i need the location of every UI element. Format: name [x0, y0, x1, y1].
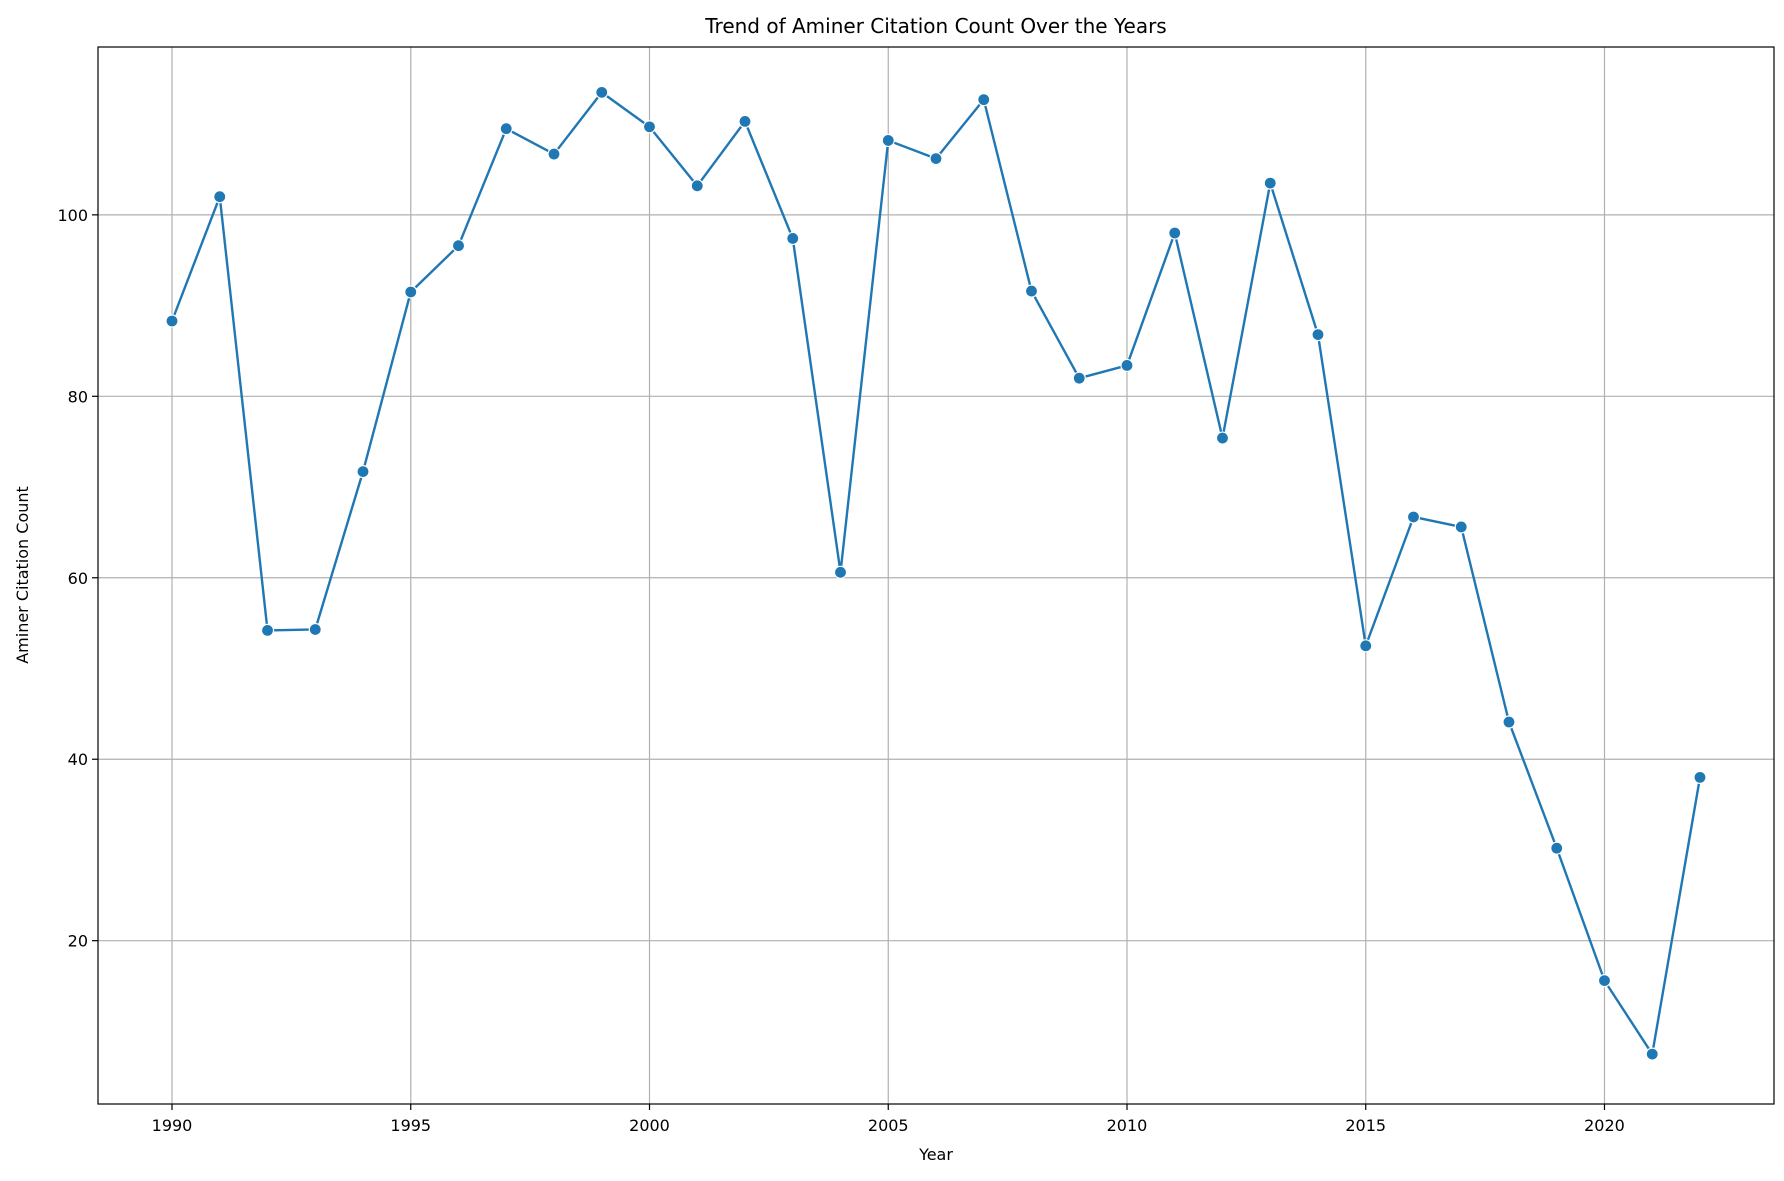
- data-points: [165, 85, 1707, 1061]
- x-tick-label: 1995: [390, 1116, 431, 1135]
- data-point: [260, 623, 275, 637]
- data-point: [595, 85, 609, 99]
- data-point: [308, 622, 322, 637]
- data-point: [1215, 431, 1230, 445]
- data-point: [881, 133, 895, 148]
- data-point: [1168, 226, 1182, 240]
- y-tick-label: 40: [68, 750, 88, 769]
- y-axis-ticks: 20 40 60 80 100: [57, 206, 98, 951]
- x-tick-label: 2020: [1584, 1116, 1625, 1135]
- x-axis-ticks: 1990 1995 2000 2005 2010 2015 2020: [152, 1104, 1625, 1135]
- data-point: [977, 93, 991, 107]
- data-point: [642, 120, 657, 134]
- chart-title: Trend of Aminer Citation Count Over the …: [704, 14, 1166, 38]
- series-line-layer: [170, 91, 1702, 1056]
- x-tick-label: 1990: [152, 1116, 193, 1135]
- data-point: [1263, 176, 1277, 190]
- data-point: [213, 190, 227, 204]
- y-tick-label: 20: [68, 932, 88, 951]
- data-point: [356, 465, 370, 479]
- data-point: [1311, 328, 1325, 342]
- data-point: [786, 231, 800, 246]
- data-point: [1359, 639, 1373, 653]
- y-tick-label: 100: [57, 206, 88, 225]
- data-point: [1024, 284, 1039, 298]
- data-point: [1550, 841, 1564, 855]
- y-tick-label: 60: [68, 569, 88, 588]
- plot-area-frame: [97, 46, 1775, 1105]
- x-tick-label: 2005: [868, 1116, 909, 1135]
- data-point: [451, 239, 466, 253]
- data-point: [1406, 510, 1421, 524]
- x-tick-label: 2015: [1345, 1116, 1386, 1135]
- x-tick-label: 2010: [1107, 1116, 1148, 1135]
- x-tick-label: 2000: [629, 1116, 670, 1135]
- data-point: [738, 114, 752, 128]
- data-point: [165, 314, 179, 328]
- data-point: [1120, 358, 1134, 373]
- data-point: [499, 122, 513, 136]
- data-point: [547, 147, 561, 161]
- y-tick-label: 80: [68, 387, 88, 406]
- data-point: [690, 179, 704, 193]
- series-line: [170, 91, 1702, 1056]
- x-axis-label: Year: [918, 1145, 953, 1164]
- grid: [98, 47, 1774, 1104]
- data-point: [1645, 1047, 1659, 1061]
- data-point: [404, 285, 418, 299]
- data-point: [1597, 974, 1612, 988]
- data-point: [1072, 371, 1086, 385]
- data-point: [833, 565, 848, 579]
- y-axis-label: Aminer Citation Count: [13, 486, 32, 664]
- data-point: [1693, 770, 1707, 784]
- data-point: [929, 151, 943, 166]
- data-point: [1502, 715, 1516, 729]
- data-point: [1454, 520, 1468, 534]
